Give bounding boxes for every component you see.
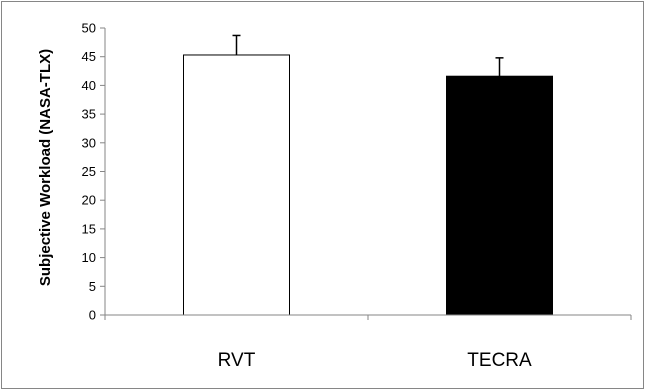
y-tick-label: 35 — [82, 107, 96, 122]
y-tick-label: 10 — [82, 250, 96, 265]
y-tick-label: 0 — [89, 308, 96, 323]
y-tick-label: 40 — [82, 78, 96, 93]
x-axis-ticks — [104, 315, 632, 320]
bars — [183, 34, 553, 316]
y-tick-label: 50 — [82, 21, 96, 36]
category-labels: RVT TECRA — [218, 350, 532, 371]
category-label: RVT — [218, 350, 256, 371]
y-axis-ticks: 0 5 10 15 20 25 30 35 40 45 50 — [82, 21, 105, 323]
y-tick-label: 45 — [82, 49, 96, 64]
category-label: TECRA — [467, 350, 532, 371]
y-tick-label: 5 — [89, 279, 96, 294]
bar-tecra — [446, 75, 553, 316]
y-tick-label: 30 — [82, 135, 96, 150]
y-tick-label: 25 — [82, 164, 96, 179]
y-axis-title: Subjective Workload (NASA-TLX) — [37, 49, 54, 286]
y-tick-label: 20 — [82, 193, 96, 208]
y-tick-label: 15 — [82, 221, 96, 236]
bar-rvt — [183, 54, 290, 316]
